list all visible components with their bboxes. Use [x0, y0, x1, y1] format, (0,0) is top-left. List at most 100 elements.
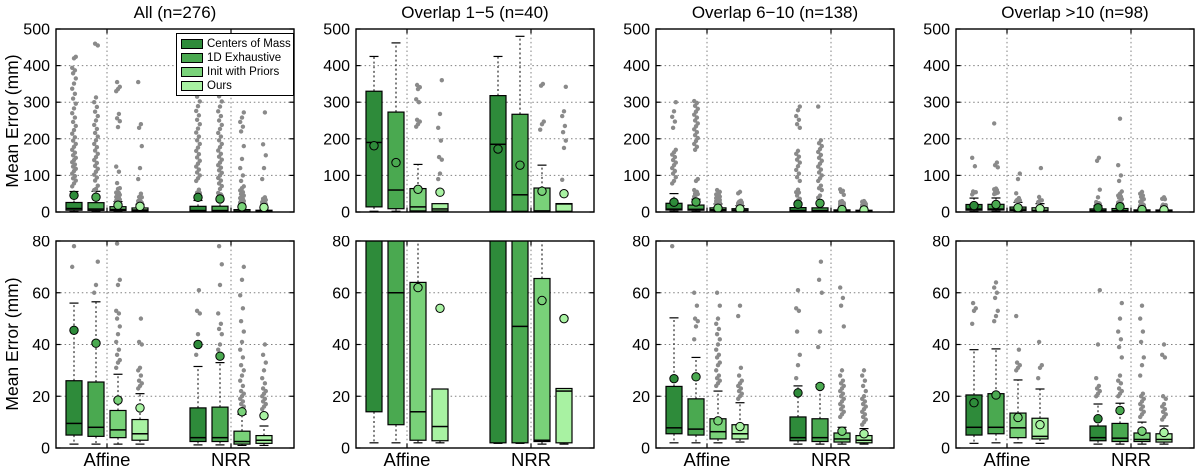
- outlier-dot: [992, 121, 997, 126]
- outlier-dot: [241, 329, 246, 334]
- box-nrr-ours: [555, 84, 573, 212]
- outlier-dot: [117, 84, 123, 90]
- outlier-dot: [860, 373, 865, 378]
- outlier-dot: [194, 117, 200, 122]
- outlier-dot: [1118, 337, 1124, 342]
- outlier-dot: [136, 378, 142, 383]
- outlier-dot: [863, 388, 868, 394]
- outlier-dot: [995, 308, 1000, 314]
- outlier-dot: [794, 306, 799, 311]
- outlier-dot: [717, 303, 722, 308]
- y-tick-label: 300: [23, 95, 50, 112]
- outlier-dot: [970, 300, 976, 306]
- outlier-dot: [816, 104, 821, 109]
- outlier-dot: [136, 125, 142, 131]
- axes: 0 20 40 60 80: [332, 236, 595, 458]
- outlier-dot: [737, 303, 743, 308]
- outlier-dot: [114, 164, 119, 169]
- box-nrr-ours: [555, 313, 573, 445]
- outlier-dot: [992, 319, 997, 324]
- outlier-dot: [673, 100, 678, 105]
- box-nrr-centers-of-mass: [189, 287, 207, 446]
- outlier-dot: [694, 130, 700, 135]
- outlier-dot: [1116, 344, 1122, 350]
- outlier-dot: [439, 78, 444, 83]
- x-tick-label-nrr: NRR: [1110, 449, 1152, 470]
- outlier-dot: [738, 198, 744, 203]
- outlier-dot: [241, 264, 246, 270]
- outlier-dot: [73, 54, 79, 60]
- outlier-dot: [71, 243, 77, 249]
- mean-marker: [1115, 405, 1125, 416]
- mean-marker: [559, 189, 569, 199]
- outlier-dot: [1139, 189, 1145, 195]
- outlier-dot: [219, 99, 224, 104]
- outlier-dot: [216, 130, 221, 136]
- box-nrr-init-with-priors: [833, 285, 851, 445]
- outlier-dot: [238, 129, 244, 134]
- outlier-dot: [197, 121, 202, 127]
- outlier-dot: [219, 331, 224, 337]
- outlier-dot: [715, 342, 721, 347]
- y-tick-label: 20: [932, 389, 950, 406]
- outlier-dot: [238, 378, 243, 383]
- mean-marker: [391, 157, 401, 168]
- outlier-dot: [216, 326, 222, 332]
- y-tick-label: 200: [923, 131, 950, 148]
- outlier-dot: [1139, 363, 1145, 368]
- outlier-dot: [197, 99, 202, 104]
- mean-marker: [91, 338, 101, 348]
- outlier-dot: [241, 368, 246, 373]
- outlier-dot: [217, 282, 223, 288]
- outlier-dot: [114, 316, 120, 321]
- outlier-dot: [1097, 287, 1102, 293]
- outlier-dot: [240, 124, 246, 129]
- outlier-dot: [818, 183, 824, 188]
- outlier-dot: [263, 153, 268, 158]
- outlier-dot: [1138, 339, 1144, 345]
- outlier-dot: [138, 121, 144, 127]
- outlier-dot: [93, 95, 99, 100]
- box-affine-init-with-priors: [709, 290, 727, 444]
- outlier-dot: [817, 329, 823, 334]
- y-tick-label: 40: [632, 337, 650, 354]
- outlier-dot: [1117, 116, 1123, 121]
- box-nrr-ours: [1155, 342, 1173, 445]
- outlier-dot: [218, 321, 224, 326]
- outlier-dot: [414, 97, 419, 102]
- outlier-dot: [717, 337, 722, 342]
- boxplot-canvas: 0 100 200 300 400 500: [323, 22, 595, 222]
- outlier-dot: [560, 113, 565, 119]
- box-affine-centers-of-mass: [65, 243, 83, 445]
- outlier-dot: [818, 138, 824, 143]
- outlier-dot: [92, 148, 98, 153]
- outlier-dot: [670, 114, 675, 120]
- outlier-dot: [438, 138, 444, 143]
- boxes-layer: [365, 241, 573, 445]
- box-nrr-init-with-priors: [833, 187, 851, 212]
- outlier-dot: [70, 86, 75, 91]
- outlier-dot: [195, 126, 201, 131]
- mean-marker: [215, 351, 225, 361]
- outlier-dot: [197, 173, 202, 178]
- outlier-dot: [93, 118, 99, 123]
- box-nrr-1d-exhaustive: [511, 35, 529, 212]
- outlier-dot: [70, 110, 75, 116]
- box-nrr-init-with-priors: [1133, 303, 1151, 445]
- outlier-dot: [538, 127, 543, 132]
- outlier-dot: [217, 145, 223, 150]
- mean-marker: [193, 192, 203, 203]
- outlier-dot: [137, 165, 143, 171]
- outlier-dot: [117, 324, 123, 329]
- outlier-dot: [260, 176, 265, 182]
- outlier-dot: [196, 134, 202, 139]
- outlier-dot: [217, 342, 223, 347]
- box-nrr-centers-of-mass: [789, 104, 807, 212]
- outlier-dot: [1161, 195, 1167, 200]
- subplot-title-overlap-6-10: Overlap 6−10 (n=138): [691, 3, 859, 22]
- outlier-dot: [993, 186, 999, 191]
- mean-marker: [793, 388, 803, 398]
- outlier-dot: [437, 111, 443, 117]
- outlier-dot: [563, 138, 568, 143]
- outlier-dot: [238, 293, 243, 298]
